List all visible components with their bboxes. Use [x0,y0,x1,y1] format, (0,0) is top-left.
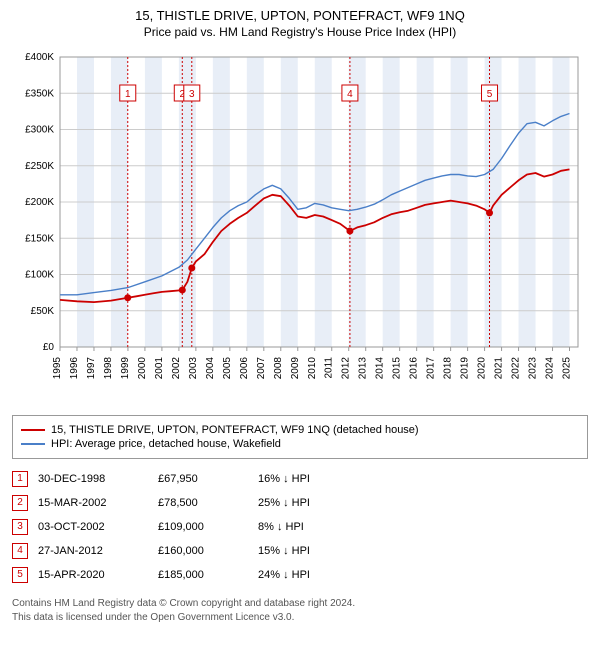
svg-text:2020: 2020 [477,357,488,380]
sale-badge: 1 [12,471,28,487]
svg-text:2006: 2006 [239,357,250,380]
sale-date: 15-APR-2020 [38,563,158,587]
sale-delta: 15% ↓ HPI [258,539,320,563]
svg-text:2019: 2019 [460,357,471,380]
page-subtitle: Price paid vs. HM Land Registry's House … [12,25,588,39]
svg-text:4: 4 [347,89,353,100]
sale-price: £109,000 [158,515,258,539]
svg-text:£50K: £50K [31,306,55,317]
svg-text:2004: 2004 [205,357,216,380]
svg-text:2001: 2001 [154,357,165,380]
svg-text:2021: 2021 [494,357,505,380]
sale-price: £185,000 [158,563,258,587]
sale-badge: 2 [12,495,28,511]
sales-table: 1 30-DEC-1998£67,95016% ↓ HPI 2 15-MAR-2002… [12,467,320,587]
table-row: 3 03-OCT-2002£109,0008% ↓ HPI [12,515,320,539]
legend-item: 15, THISTLE DRIVE, UPTON, PONTEFRACT, WF… [21,424,579,436]
svg-text:2012: 2012 [341,357,352,380]
svg-text:2002: 2002 [171,357,182,380]
legend-label: 15, THISTLE DRIVE, UPTON, PONTEFRACT, WF… [51,424,419,436]
svg-text:£250K: £250K [25,161,54,172]
svg-text:1996: 1996 [69,357,80,380]
svg-text:2007: 2007 [256,357,267,380]
sale-price: £78,500 [158,491,258,515]
sale-badge: 3 [12,519,28,535]
svg-text:1995: 1995 [52,357,63,380]
sale-badge: 5 [12,567,28,583]
svg-text:2016: 2016 [409,357,420,380]
footer-line2: This data is licensed under the Open Gov… [12,611,588,625]
svg-text:2011: 2011 [324,357,335,379]
legend-swatch [21,429,45,431]
svg-text:3: 3 [189,89,195,100]
svg-text:2018: 2018 [443,357,454,380]
legend-swatch [21,443,45,445]
svg-text:2014: 2014 [375,357,386,380]
sale-delta: 8% ↓ HPI [258,515,320,539]
svg-text:£150K: £150K [25,233,54,244]
svg-text:2015: 2015 [392,357,403,380]
svg-text:2024: 2024 [545,357,556,380]
footer-line1: Contains HM Land Registry data © Crown c… [12,597,588,611]
svg-text:1: 1 [125,89,131,100]
svg-text:2013: 2013 [358,357,369,380]
legend-label: HPI: Average price, detached house, Wake… [51,438,281,450]
svg-text:2025: 2025 [562,357,573,380]
svg-text:2022: 2022 [511,357,522,380]
svg-text:2017: 2017 [426,357,437,380]
legend: 15, THISTLE DRIVE, UPTON, PONTEFRACT, WF… [12,415,588,459]
legend-item: HPI: Average price, detached house, Wake… [21,438,579,450]
price-chart: £0 £50K £100K £150K £200K £250K £300K £350K £400… [12,47,588,407]
table-row: 1 30-DEC-1998£67,95016% ↓ HPI [12,467,320,491]
svg-text:2003: 2003 [188,357,199,380]
sale-delta: 16% ↓ HPI [258,467,320,491]
svg-text:£200K: £200K [25,197,54,208]
svg-text:2023: 2023 [528,357,539,380]
svg-text:2005: 2005 [222,357,233,380]
footer-attribution: Contains HM Land Registry data © Crown c… [12,597,588,625]
table-row: 5 15-APR-2020£185,00024% ↓ HPI [12,563,320,587]
svg-text:5: 5 [487,89,493,100]
table-row: 4 27-JAN-2012£160,00015% ↓ HPI [12,539,320,563]
svg-text:1997: 1997 [86,357,97,380]
svg-text:2009: 2009 [290,357,301,380]
svg-text:£300K: £300K [25,125,54,136]
svg-text:£350K: £350K [25,88,54,99]
sale-price: £67,950 [158,467,258,491]
sale-date: 15-MAR-2002 [38,491,158,515]
svg-text:£400K: £400K [25,52,54,63]
sale-date: 03-OCT-2002 [38,515,158,539]
sale-delta: 24% ↓ HPI [258,563,320,587]
svg-text:2010: 2010 [307,357,318,380]
sale-badge: 4 [12,543,28,559]
sale-delta: 25% ↓ HPI [258,491,320,515]
svg-text:2008: 2008 [273,357,284,380]
sale-date: 30-DEC-1998 [38,467,158,491]
svg-text:2000: 2000 [137,357,148,380]
table-row: 2 15-MAR-2002£78,50025% ↓ HPI [12,491,320,515]
page-title: 15, THISTLE DRIVE, UPTON, PONTEFRACT, WF… [12,8,588,23]
sale-price: £160,000 [158,539,258,563]
svg-text:£0: £0 [43,342,55,353]
svg-text:1999: 1999 [120,357,131,380]
svg-text:£100K: £100K [25,270,54,281]
sale-date: 27-JAN-2012 [38,539,158,563]
svg-text:1998: 1998 [103,357,114,380]
